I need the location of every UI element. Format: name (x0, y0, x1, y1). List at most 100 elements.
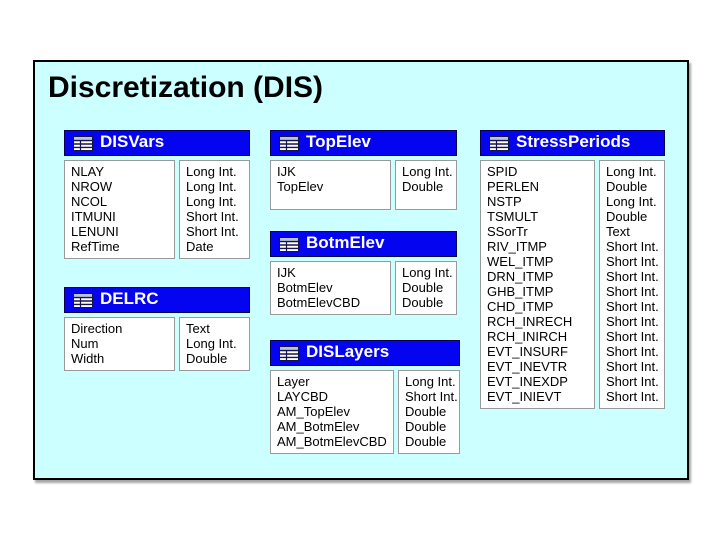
field-name: EVT_INEVTR (487, 359, 568, 374)
table-disvars: DISVars NLAY NROW NCOL ITMUNI LENUNI RefTime … (64, 130, 250, 259)
field-name: TopElev (277, 179, 324, 194)
field-type: Double (405, 419, 447, 434)
field-type: Double (402, 280, 444, 295)
table-body: Direction Num Width Text Long Int. Double (64, 317, 250, 371)
slide-panel: Discretization (DIS) DISVars NLAY NROW NCO… (33, 60, 689, 480)
field-type: Short Int. (405, 389, 458, 404)
table-title: DISVars (100, 132, 165, 151)
field-names-column: Layer LAYCBD AM_TopElev AM_BotmElev AM_BotmE… (270, 370, 394, 454)
field-type: Short Int. (606, 344, 659, 359)
field-type: Long Int. (606, 164, 657, 179)
table-title: DELRC (100, 289, 159, 308)
field-names-column: SPID PERLEN NSTP TSMULT SSorTr RIV_ITMP WEL_IT… (480, 160, 595, 409)
table-title: DISLayers (306, 342, 390, 361)
field-name: LAYCBD (277, 389, 329, 404)
table-icon (73, 292, 93, 308)
field-name: AM_BotmElev (277, 419, 360, 434)
field-type: Short Int. (606, 314, 659, 329)
field-name: IJK (277, 164, 296, 179)
field-type: Double (606, 179, 648, 194)
table-title: TopElev (306, 132, 371, 151)
table-body: IJK BotmElev BotmElevCBD Long Int. Double Do… (270, 261, 457, 315)
table-icon (489, 135, 509, 151)
field-type: Long Int. (402, 265, 453, 280)
slide-title: Discretization (DIS) (48, 71, 324, 104)
field-type: Double (606, 209, 648, 224)
field-types-column: Long Int. Long Int. Long Int. Short Int. Sho… (179, 160, 250, 259)
field-type: Short Int. (606, 239, 659, 254)
field-type: Short Int. (606, 374, 659, 389)
field-type: Long Int. (186, 164, 237, 179)
field-names-column: IJK TopElev (270, 160, 391, 210)
field-name: EVT_INIEVT (487, 389, 562, 404)
table-delrc: DELRC Direction Num Width Text Long Int. Dou… (64, 287, 250, 371)
table-body: Layer LAYCBD AM_TopElev AM_BotmElev AM_BotmE… (270, 370, 460, 454)
field-type: Double (186, 351, 228, 366)
table-header: StressPeriods (480, 130, 665, 156)
field-type: Long Int. (402, 164, 453, 179)
field-type: Text (606, 224, 630, 239)
field-type: Short Int. (606, 359, 659, 374)
table-icon (73, 135, 93, 151)
field-type: Date (186, 239, 214, 254)
field-type: Long Int. (606, 194, 657, 209)
table-topelev: TopElev IJK TopElev Long Int. Double (270, 130, 457, 210)
field-type: Short Int. (606, 299, 659, 314)
field-type: Double (402, 295, 444, 310)
field-names-column: IJK BotmElev BotmElevCBD (270, 261, 391, 315)
table-icon (279, 236, 299, 252)
field-types-column: Text Long Int. Double (179, 317, 250, 371)
field-name: LENUNI (71, 224, 119, 239)
field-name: RCH_INIRCH (487, 329, 568, 344)
field-name: Num (71, 336, 99, 351)
field-name: BotmElev (277, 280, 333, 295)
field-name: SSorTr (487, 224, 528, 239)
field-type: Double (405, 404, 447, 419)
table-botmelev: BotmElev IJK BotmElev BotmElevCBD Long Int… (270, 231, 457, 315)
field-name: SPID (487, 164, 518, 179)
field-type: Short Int. (186, 224, 239, 239)
table-body: SPID PERLEN NSTP TSMULT SSorTr RIV_ITMP WEL_IT… (480, 160, 665, 409)
field-name: NROW (71, 179, 113, 194)
table-header: DISVars (64, 130, 250, 156)
field-type: Long Int. (186, 179, 237, 194)
field-name: RIV_ITMP (487, 239, 547, 254)
field-names-column: NLAY NROW NCOL ITMUNI LENUNI RefTime (64, 160, 175, 259)
field-name: WEL_ITMP (487, 254, 554, 269)
field-name: Layer (277, 374, 310, 389)
field-name: ITMUNI (71, 209, 116, 224)
field-type: Short Int. (606, 329, 659, 344)
table-title: StressPeriods (516, 132, 631, 151)
table-icon (279, 135, 299, 151)
field-type: Long Int. (186, 194, 237, 209)
field-name: EVT_INSURF (487, 344, 568, 359)
table-title: BotmElev (306, 233, 385, 252)
table-dislayers: DISLayers Layer LAYCBD AM_TopElev AM_BotmEl… (270, 340, 460, 454)
field-name: DRN_ITMP (487, 269, 554, 284)
field-name: RefTime (71, 239, 120, 254)
table-body: NLAY NROW NCOL ITMUNI LENUNI RefTime Long Int… (64, 160, 250, 259)
field-name: TSMULT (487, 209, 539, 224)
field-name: PERLEN (487, 179, 540, 194)
field-name: NSTP (487, 194, 522, 209)
field-name: EVT_INEXDP (487, 374, 568, 389)
field-type: Double (402, 179, 444, 194)
table-header: BotmElev (270, 231, 457, 257)
field-names-column: Direction Num Width (64, 317, 175, 371)
table-header: DELRC (64, 287, 250, 313)
field-name: BotmElevCBD (277, 295, 361, 310)
field-type: Short Int. (606, 254, 659, 269)
field-name: RCH_INRECH (487, 314, 573, 329)
field-name: IJK (277, 265, 296, 280)
field-types-column: Long Int. Double (395, 160, 457, 210)
field-type: Long Int. (405, 374, 456, 389)
field-name: NCOL (71, 194, 108, 209)
field-name: NLAY (71, 164, 104, 179)
field-name: AM_TopElev (277, 404, 350, 419)
table-header: TopElev (270, 130, 457, 156)
field-type: Short Int. (606, 269, 659, 284)
table-stressperiods: StressPeriods SPID PERLEN NSTP TSMULT SSorTr… (480, 130, 665, 409)
table-body: IJK TopElev Long Int. Double (270, 160, 457, 210)
field-types-column: Long Int. Double Long Int. Double Text Short … (599, 160, 665, 409)
table-header: DISLayers (270, 340, 460, 366)
